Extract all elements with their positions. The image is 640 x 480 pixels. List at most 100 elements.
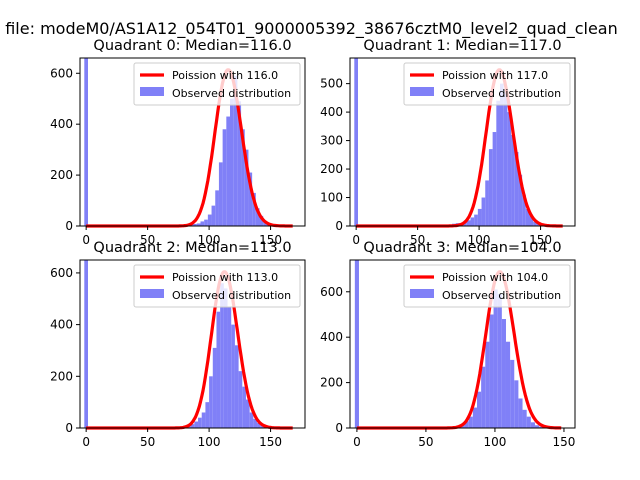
histogram-bar — [255, 208, 260, 226]
histogram-bar — [505, 341, 511, 428]
histogram-bar — [489, 314, 494, 428]
legend-box — [403, 62, 571, 106]
histogram-bar — [201, 412, 206, 428]
histogram-bar — [227, 306, 232, 428]
histogram-bar — [511, 134, 515, 226]
histogram-bar — [522, 409, 527, 428]
histogram-bar — [481, 366, 486, 428]
histogram-bar — [526, 416, 531, 428]
histogram-bar — [503, 92, 508, 226]
histogram-bar — [514, 151, 519, 226]
chart-panel-1: Quadrant 1: Median=117.0 0 50 100 150 0 100 200… — [320, 38, 576, 247]
histogram-bar — [470, 217, 475, 226]
histogram-bar — [198, 417, 202, 428]
y-tick-label: 400 — [50, 318, 73, 332]
legend-box — [403, 264, 571, 308]
histogram-bar — [222, 129, 227, 226]
y-tick-label: 600 — [50, 266, 73, 280]
y-tick-label: 200 — [50, 369, 73, 383]
histogram-bar — [205, 402, 210, 428]
histogram-bar — [193, 223, 197, 226]
histogram-bar — [223, 288, 228, 428]
histogram-bar — [241, 129, 245, 226]
histogram-bar — [233, 75, 238, 227]
x-tick-label: 0 — [82, 435, 90, 449]
y-tick-label: 500 — [320, 77, 343, 91]
histogram-bar — [485, 180, 489, 226]
axes-frame — [349, 259, 576, 429]
histogram-bar — [496, 100, 500, 226]
y-tick-label: 200 — [320, 376, 343, 390]
x-tick-label: 100 — [468, 233, 491, 247]
histogram-bar — [485, 341, 490, 428]
histogram-bar — [242, 386, 246, 428]
histogram-bar — [211, 205, 216, 226]
x-tick-label: 100 — [198, 435, 221, 449]
chart-panel-0: Quadrant 0: Median=116.0 0 50 100 150 0 200 400… — [50, 38, 306, 247]
legend-bar-swatch — [140, 289, 164, 298]
histogram-bar — [215, 190, 219, 226]
histogram-bar — [493, 289, 498, 428]
x-tick-label: 100 — [198, 233, 221, 247]
x-tick-label: 0 — [353, 435, 361, 449]
x-tick-label: 150 — [259, 435, 282, 449]
histogram-bar — [216, 311, 221, 428]
histogram-bar — [530, 422, 535, 428]
histogram-bar — [533, 221, 537, 226]
y-tick-label: 400 — [320, 330, 343, 344]
x-tick-label: 50 — [410, 233, 425, 247]
y-tick-label: 200 — [50, 168, 73, 182]
panel-title: Quadrant 3: Median=104.0 — [363, 240, 561, 256]
x-tick-label: 150 — [553, 435, 576, 449]
histogram-bar — [510, 359, 515, 428]
legend-bar-swatch — [410, 289, 434, 298]
histogram-bar — [226, 116, 230, 226]
legend-entry-observed: Observed distribution — [172, 87, 291, 100]
legend-box — [133, 264, 301, 308]
y-tick-label: 300 — [320, 134, 343, 148]
histogram-bar — [507, 112, 512, 226]
histogram-bar — [354, 58, 358, 226]
y-tick-label: 100 — [320, 191, 343, 205]
y-tick-label: 0 — [335, 421, 343, 435]
legend-entry-poisson: Poission with 116.0 — [172, 69, 278, 82]
histogram-bar — [231, 324, 235, 428]
histogram-bar — [466, 220, 471, 226]
histogram-bar — [252, 192, 256, 226]
chart-panel-2: Quadrant 2: Median=113.0 0 50 100 150 0 200 400… — [50, 240, 306, 449]
x-tick-label: 50 — [418, 435, 433, 449]
panel-title: Quadrant 1: Median=117.0 — [363, 38, 561, 54]
histogram-bar — [253, 418, 258, 428]
y-tick-label: 600 — [50, 66, 73, 80]
histogram-bar — [212, 347, 217, 428]
histogram-bar — [245, 399, 250, 428]
axes-frame — [79, 57, 306, 227]
histogram-bar — [529, 216, 534, 226]
histogram-bar — [237, 101, 242, 226]
histogram-bar — [230, 98, 234, 226]
figure-title: n file: modeM0/AS1A12_054T01_9000005392_… — [0, 19, 618, 38]
x-tick-label: 150 — [259, 233, 282, 247]
histogram-bar — [474, 214, 478, 226]
histogram-bar — [207, 214, 212, 226]
histogram-bar — [476, 391, 482, 428]
histogram-bar — [477, 208, 482, 226]
y-tick-label: 400 — [50, 117, 73, 131]
histogram-bar — [234, 345, 239, 428]
histogram-bar — [220, 283, 224, 428]
histogram-bar — [539, 426, 544, 428]
histogram-bar — [354, 260, 359, 428]
histogram-bar — [196, 223, 201, 226]
histogram-bar — [194, 421, 199, 428]
histogram-bar — [200, 221, 205, 226]
legend-entry-poisson: Poission with 117.0 — [442, 69, 548, 82]
x-tick-label: 50 — [140, 233, 155, 247]
histogram-bar — [492, 132, 497, 226]
histogram-bar — [514, 380, 519, 428]
histogram-bar — [248, 172, 253, 226]
histogram-bar — [534, 425, 540, 428]
legend-entry-observed: Observed distribution — [442, 87, 561, 100]
y-tick-label: 0 — [65, 219, 73, 233]
histogram-bar — [249, 412, 254, 428]
